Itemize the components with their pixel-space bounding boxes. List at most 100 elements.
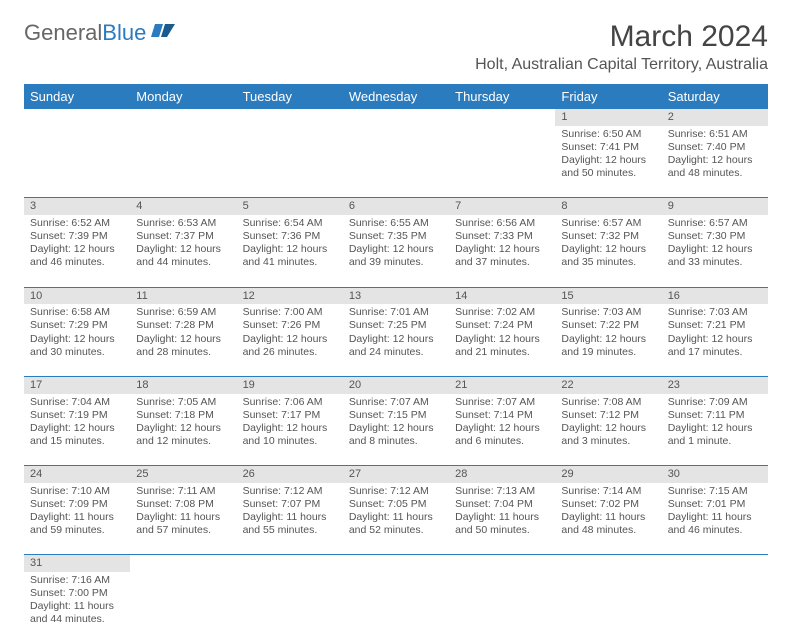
day-number: 12 <box>237 287 343 304</box>
day-number: 31 <box>24 555 130 572</box>
day-number: 21 <box>449 376 555 393</box>
day-detail: Sunrise: 6:56 AMSunset: 7:33 PMDaylight:… <box>449 215 555 287</box>
day-number: 2 <box>662 109 768 126</box>
daynum-row: 31 <box>24 555 768 572</box>
weekday-header: Thursday <box>449 84 555 109</box>
daynum-row: 24252627282930 <box>24 466 768 483</box>
day-detail: Sunrise: 7:16 AMSunset: 7:00 PMDaylight:… <box>24 572 130 644</box>
logo-text-a: General <box>24 20 102 46</box>
day-detail: Sunrise: 6:53 AMSunset: 7:37 PMDaylight:… <box>130 215 236 287</box>
day-detail: Sunrise: 7:07 AMSunset: 7:14 PMDaylight:… <box>449 394 555 466</box>
day-detail <box>449 126 555 198</box>
day-number <box>555 555 661 572</box>
day-number <box>237 555 343 572</box>
day-number: 30 <box>662 466 768 483</box>
weekday-header-row: SundayMondayTuesdayWednesdayThursdayFrid… <box>24 84 768 109</box>
day-number: 25 <box>130 466 236 483</box>
day-detail: Sunrise: 7:05 AMSunset: 7:18 PMDaylight:… <box>130 394 236 466</box>
location: Holt, Australian Capital Territory, Aust… <box>475 56 768 74</box>
day-detail: Sunrise: 6:59 AMSunset: 7:28 PMDaylight:… <box>130 304 236 376</box>
day-detail <box>237 126 343 198</box>
day-number <box>449 109 555 126</box>
daynum-row: 10111213141516 <box>24 287 768 304</box>
day-detail: Sunrise: 7:03 AMSunset: 7:22 PMDaylight:… <box>555 304 661 376</box>
detail-row: Sunrise: 7:10 AMSunset: 7:09 PMDaylight:… <box>24 483 768 555</box>
detail-row: Sunrise: 7:16 AMSunset: 7:00 PMDaylight:… <box>24 572 768 644</box>
day-detail: Sunrise: 7:09 AMSunset: 7:11 PMDaylight:… <box>662 394 768 466</box>
day-number: 5 <box>237 198 343 215</box>
day-number: 7 <box>449 198 555 215</box>
day-number: 8 <box>555 198 661 215</box>
day-detail: Sunrise: 6:58 AMSunset: 7:29 PMDaylight:… <box>24 304 130 376</box>
day-number: 16 <box>662 287 768 304</box>
weekday-header: Sunday <box>24 84 130 109</box>
day-detail: Sunrise: 7:12 AMSunset: 7:05 PMDaylight:… <box>343 483 449 555</box>
day-number: 6 <box>343 198 449 215</box>
flag-icon <box>150 20 176 46</box>
day-number: 11 <box>130 287 236 304</box>
day-detail <box>343 126 449 198</box>
day-number: 24 <box>24 466 130 483</box>
day-detail: Sunrise: 6:50 AMSunset: 7:41 PMDaylight:… <box>555 126 661 198</box>
logo: GeneralBlue <box>24 20 176 46</box>
day-number <box>662 555 768 572</box>
day-detail <box>237 572 343 644</box>
day-number: 1 <box>555 109 661 126</box>
day-detail: Sunrise: 7:14 AMSunset: 7:02 PMDaylight:… <box>555 483 661 555</box>
day-detail: Sunrise: 6:51 AMSunset: 7:40 PMDaylight:… <box>662 126 768 198</box>
day-number: 13 <box>343 287 449 304</box>
day-detail <box>449 572 555 644</box>
day-detail: Sunrise: 7:11 AMSunset: 7:08 PMDaylight:… <box>130 483 236 555</box>
weekday-header: Wednesday <box>343 84 449 109</box>
month-title: March 2024 <box>475 20 768 54</box>
weekday-header: Friday <box>555 84 661 109</box>
header: GeneralBlue March 2024 Holt, Australian … <box>24 20 768 80</box>
day-number: 19 <box>237 376 343 393</box>
day-detail: Sunrise: 7:02 AMSunset: 7:24 PMDaylight:… <box>449 304 555 376</box>
day-number <box>237 109 343 126</box>
day-number: 18 <box>130 376 236 393</box>
daynum-row: 17181920212223 <box>24 376 768 393</box>
day-detail <box>555 572 661 644</box>
day-number: 27 <box>343 466 449 483</box>
day-detail: Sunrise: 7:03 AMSunset: 7:21 PMDaylight:… <box>662 304 768 376</box>
day-detail <box>130 126 236 198</box>
day-number <box>343 109 449 126</box>
day-number: 17 <box>24 376 130 393</box>
day-detail: Sunrise: 6:52 AMSunset: 7:39 PMDaylight:… <box>24 215 130 287</box>
day-detail: Sunrise: 7:13 AMSunset: 7:04 PMDaylight:… <box>449 483 555 555</box>
day-number <box>130 555 236 572</box>
day-detail: Sunrise: 7:06 AMSunset: 7:17 PMDaylight:… <box>237 394 343 466</box>
weekday-header: Saturday <box>662 84 768 109</box>
day-detail: Sunrise: 6:57 AMSunset: 7:32 PMDaylight:… <box>555 215 661 287</box>
day-number: 26 <box>237 466 343 483</box>
day-detail <box>343 572 449 644</box>
day-number: 29 <box>555 466 661 483</box>
weekday-header: Monday <box>130 84 236 109</box>
daynum-row: 12 <box>24 109 768 126</box>
calendar: SundayMondayTuesdayWednesdayThursdayFrid… <box>24 84 768 644</box>
day-detail: Sunrise: 7:00 AMSunset: 7:26 PMDaylight:… <box>237 304 343 376</box>
day-number <box>449 555 555 572</box>
day-number: 20 <box>343 376 449 393</box>
day-detail: Sunrise: 7:01 AMSunset: 7:25 PMDaylight:… <box>343 304 449 376</box>
day-detail: Sunrise: 7:15 AMSunset: 7:01 PMDaylight:… <box>662 483 768 555</box>
weekday-header: Tuesday <box>237 84 343 109</box>
day-number: 22 <box>555 376 661 393</box>
day-detail: Sunrise: 7:10 AMSunset: 7:09 PMDaylight:… <box>24 483 130 555</box>
daynum-row: 3456789 <box>24 198 768 215</box>
logo-text-b: Blue <box>102 20 146 46</box>
detail-row: Sunrise: 6:50 AMSunset: 7:41 PMDaylight:… <box>24 126 768 198</box>
day-number: 23 <box>662 376 768 393</box>
day-number <box>24 109 130 126</box>
day-detail: Sunrise: 6:54 AMSunset: 7:36 PMDaylight:… <box>237 215 343 287</box>
day-detail: Sunrise: 7:04 AMSunset: 7:19 PMDaylight:… <box>24 394 130 466</box>
day-number: 3 <box>24 198 130 215</box>
day-detail: Sunrise: 7:07 AMSunset: 7:15 PMDaylight:… <box>343 394 449 466</box>
day-number <box>343 555 449 572</box>
day-number: 14 <box>449 287 555 304</box>
day-detail <box>662 572 768 644</box>
day-detail: Sunrise: 7:12 AMSunset: 7:07 PMDaylight:… <box>237 483 343 555</box>
day-number: 10 <box>24 287 130 304</box>
title-block: March 2024 Holt, Australian Capital Terr… <box>475 20 768 80</box>
